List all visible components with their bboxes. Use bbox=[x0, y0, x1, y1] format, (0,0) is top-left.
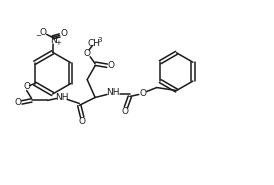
Text: O: O bbox=[107, 61, 115, 70]
Text: O: O bbox=[79, 117, 86, 126]
Text: +: + bbox=[56, 40, 62, 46]
Text: O: O bbox=[39, 28, 46, 37]
Text: −: − bbox=[35, 33, 41, 39]
Text: NH: NH bbox=[55, 93, 68, 102]
Text: O: O bbox=[121, 107, 129, 116]
Text: N: N bbox=[50, 36, 57, 45]
Text: O: O bbox=[23, 82, 30, 91]
Text: O: O bbox=[60, 29, 67, 38]
Text: CH: CH bbox=[88, 39, 101, 48]
Text: O: O bbox=[139, 89, 146, 98]
Text: O: O bbox=[84, 49, 91, 58]
Text: 3: 3 bbox=[98, 37, 102, 43]
Text: O: O bbox=[14, 98, 21, 107]
Text: NH: NH bbox=[106, 88, 120, 97]
